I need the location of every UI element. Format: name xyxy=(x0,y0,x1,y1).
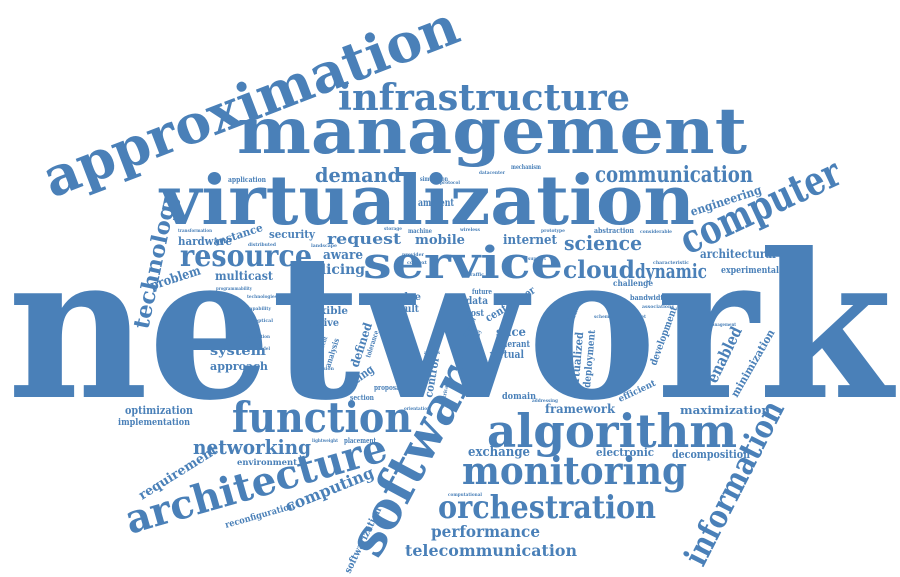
word-domain: domain xyxy=(502,392,536,402)
word-characteristic: characteristic xyxy=(653,260,689,266)
word-slicing: slicing xyxy=(313,262,365,278)
word-access: access xyxy=(424,350,440,356)
word-edge: edge xyxy=(395,292,421,303)
word-bandwidth: bandwidth xyxy=(630,293,668,302)
word-scheme: scheme xyxy=(594,314,612,320)
word-orchestration: orchestration xyxy=(438,488,656,526)
word-service: service xyxy=(363,238,563,289)
word-resource: resource xyxy=(180,239,312,274)
word-proposal: proposal xyxy=(374,383,402,392)
word-science: science xyxy=(564,231,642,255)
word-management: management xyxy=(237,94,747,169)
word-support: support xyxy=(528,256,547,262)
word-mobile: mobile xyxy=(415,233,465,248)
word-performance: performance xyxy=(431,522,540,541)
word-traffic: traffic xyxy=(468,272,484,278)
word-deployment: deployment xyxy=(582,329,598,388)
word-landscape: landscape xyxy=(311,243,337,249)
word-section: section xyxy=(350,393,374,402)
word-context: context xyxy=(407,260,428,266)
word-network: network xyxy=(8,210,896,445)
word-multicast: multicast xyxy=(215,269,273,283)
word-architectural: architectural xyxy=(700,247,776,261)
word-electronic: electronic xyxy=(596,446,654,459)
word-security: security xyxy=(269,228,316,241)
word-placement: placement xyxy=(344,436,377,445)
word-associations: associations xyxy=(642,304,674,310)
word-implementation: implementation xyxy=(118,418,190,428)
word-packet: packet xyxy=(630,314,647,320)
word-considerable: considerable xyxy=(640,229,672,235)
word-data: data xyxy=(466,296,488,307)
word-programmability: programmability xyxy=(216,286,253,292)
word-mechanism: mechanism xyxy=(511,164,542,171)
word-active: active xyxy=(307,318,339,329)
word-wireless: wireless xyxy=(459,227,480,233)
word-decomposition: decomposition xyxy=(672,448,750,461)
word-aware: aware xyxy=(323,248,363,263)
word-precision: precision xyxy=(310,366,334,372)
word-capability: capability xyxy=(247,306,272,312)
word-fault: fault xyxy=(395,304,419,315)
word-optical: optical xyxy=(255,318,273,324)
word-slice: slice xyxy=(496,325,526,339)
word-transformation: transformation xyxy=(178,228,212,234)
word-heuristic: heuristic xyxy=(570,294,594,300)
word-challenge: challenge xyxy=(613,278,653,288)
word-lightweight: lightweight xyxy=(312,438,339,444)
word-cost: cost xyxy=(466,309,485,319)
word-protocol: protocol xyxy=(440,180,460,186)
word-prototype: prototype xyxy=(541,228,565,234)
word-orientation: orientation xyxy=(404,406,430,412)
word-technologies: technologies xyxy=(247,294,277,300)
word-maximization: maximization xyxy=(680,404,770,417)
word-optimization: optimization xyxy=(125,404,193,417)
word-provider: provider xyxy=(402,252,424,258)
word-demand: demand xyxy=(315,163,401,187)
word-algorithm: algorithm xyxy=(487,404,737,458)
word-virtual: virtual xyxy=(489,348,524,361)
word-computational: computational xyxy=(448,492,482,498)
word-system: system xyxy=(210,344,266,359)
word-storage: storage xyxy=(384,226,402,232)
word-cloud: cloud xyxy=(563,255,635,284)
word-flexible: flexible xyxy=(306,306,348,317)
word-tolerant: tolerant xyxy=(496,340,531,350)
word-addressing: addressing xyxy=(532,398,558,404)
word-framework: framework xyxy=(545,402,616,416)
word-experimental: experimental xyxy=(721,266,779,276)
word-application: application xyxy=(228,175,266,184)
word-internet: internet xyxy=(503,233,557,248)
word-infrastructure: infrastructure xyxy=(338,77,630,119)
word-machine: machine xyxy=(408,228,432,235)
word-virtualization: virtualization xyxy=(158,161,695,241)
word-management-small: management xyxy=(708,322,737,328)
word-request: request xyxy=(327,230,401,248)
word-exchange: exchange xyxy=(468,445,530,460)
word-abstraction: abstraction xyxy=(594,226,634,235)
word-future: future xyxy=(472,287,492,296)
word-evaluation: evaluation xyxy=(246,334,270,340)
word-environment: environment xyxy=(237,457,297,467)
word-communication: communication xyxy=(595,162,753,188)
word-model: model xyxy=(256,346,270,352)
word-dynamic: dynamic xyxy=(635,259,707,283)
word-simulation: simulation xyxy=(420,176,448,183)
word-delay: delay xyxy=(473,329,483,346)
word-electrical: electrical xyxy=(440,384,450,409)
word-telecommunication: telecommunication xyxy=(405,541,577,560)
word-networking: networking xyxy=(193,435,311,459)
word-approach: approach xyxy=(210,360,268,373)
word-design: design xyxy=(314,297,335,304)
word-function: function xyxy=(232,393,412,442)
word-virtualized: virtualized xyxy=(568,331,586,393)
word-monitoring: monitoring xyxy=(462,448,687,493)
word-distributed: distributed xyxy=(248,242,276,248)
word-datacenter: datacenter xyxy=(479,170,505,176)
word-ambient: ambient xyxy=(418,198,454,209)
word-hardware: hardware xyxy=(178,235,232,248)
